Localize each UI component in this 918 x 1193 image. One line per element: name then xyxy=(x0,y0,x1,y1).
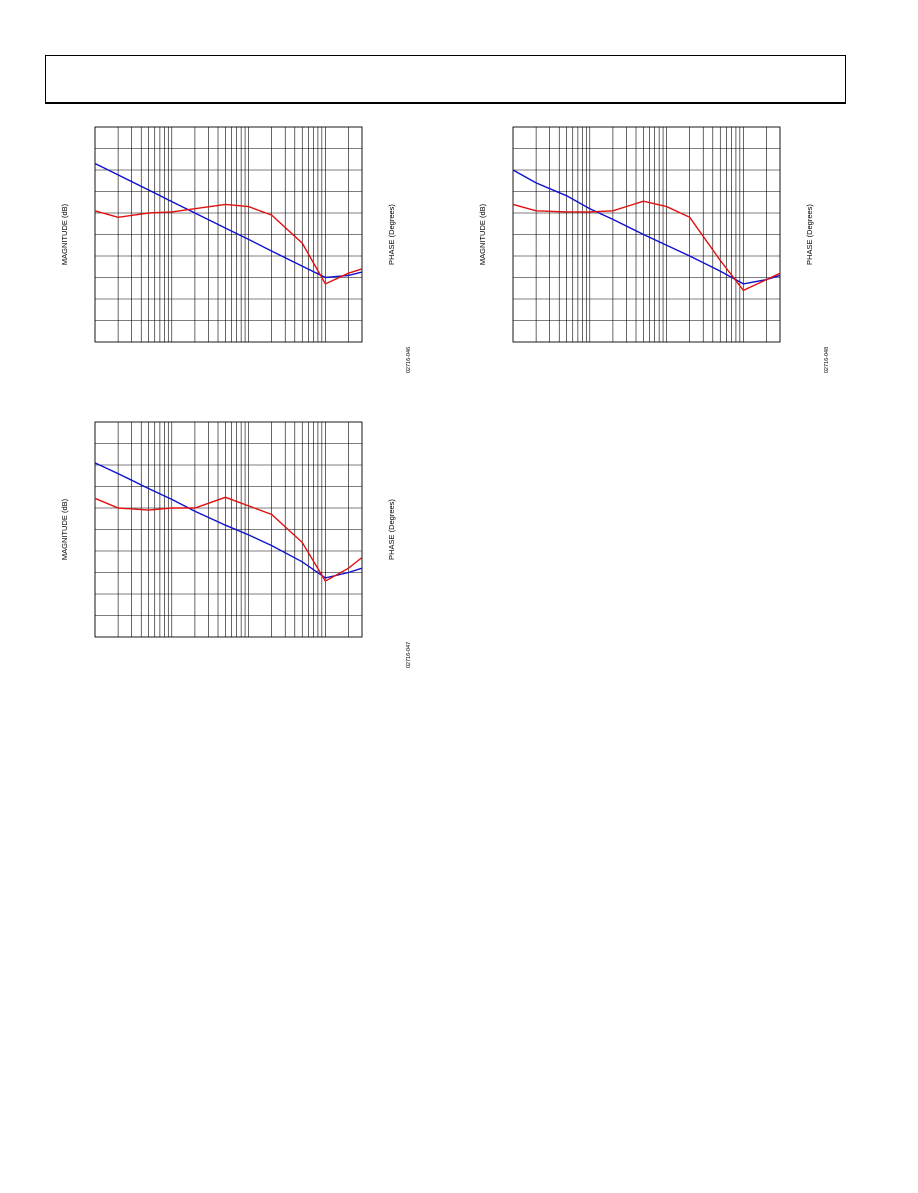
figure-code: 02716-047 xyxy=(406,642,412,668)
y2-axis-label: PHASE (Degrees) xyxy=(387,204,396,265)
header-box xyxy=(45,55,846,104)
figure-code: 02716-048 xyxy=(824,347,830,373)
y-axis-label: MAGNITUDE (dB) xyxy=(60,498,69,560)
data-line xyxy=(94,462,363,579)
data-line xyxy=(94,162,363,279)
plot-frame xyxy=(94,421,363,638)
plot-frame xyxy=(94,126,363,343)
figure-code: 02716-046 xyxy=(406,347,412,373)
data-line xyxy=(512,169,781,285)
y-axis-label: MAGNITUDE (dB) xyxy=(60,203,69,265)
data-line xyxy=(94,496,363,583)
y-axis-label: MAGNITUDE (dB) xyxy=(478,203,487,265)
y2-axis-label: PHASE (Degrees) xyxy=(387,499,396,560)
data-line xyxy=(94,203,363,285)
y2-axis-label: PHASE (Degrees) xyxy=(805,204,814,265)
plot-frame xyxy=(512,126,781,343)
data-line xyxy=(512,200,781,292)
